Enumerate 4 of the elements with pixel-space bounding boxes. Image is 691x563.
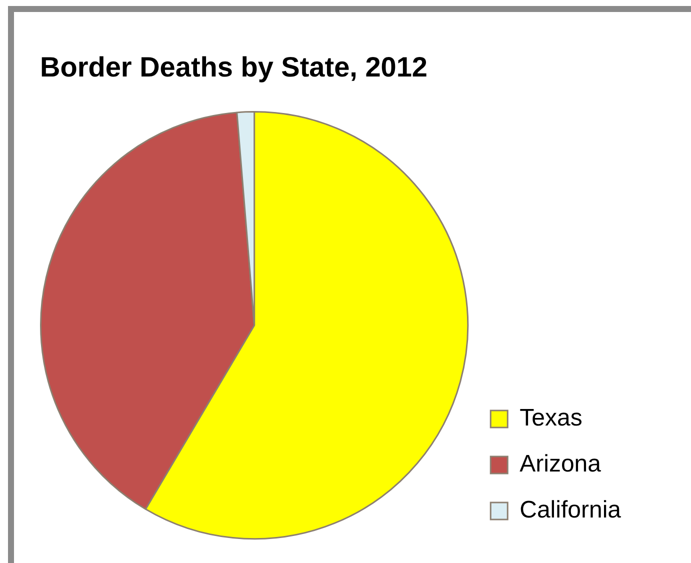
legend-label: Arizona	[520, 450, 602, 478]
legend-label: California	[520, 496, 622, 524]
chart-title: Border Deaths by State, 2012	[40, 52, 428, 83]
legend-label: Texas	[520, 404, 582, 432]
